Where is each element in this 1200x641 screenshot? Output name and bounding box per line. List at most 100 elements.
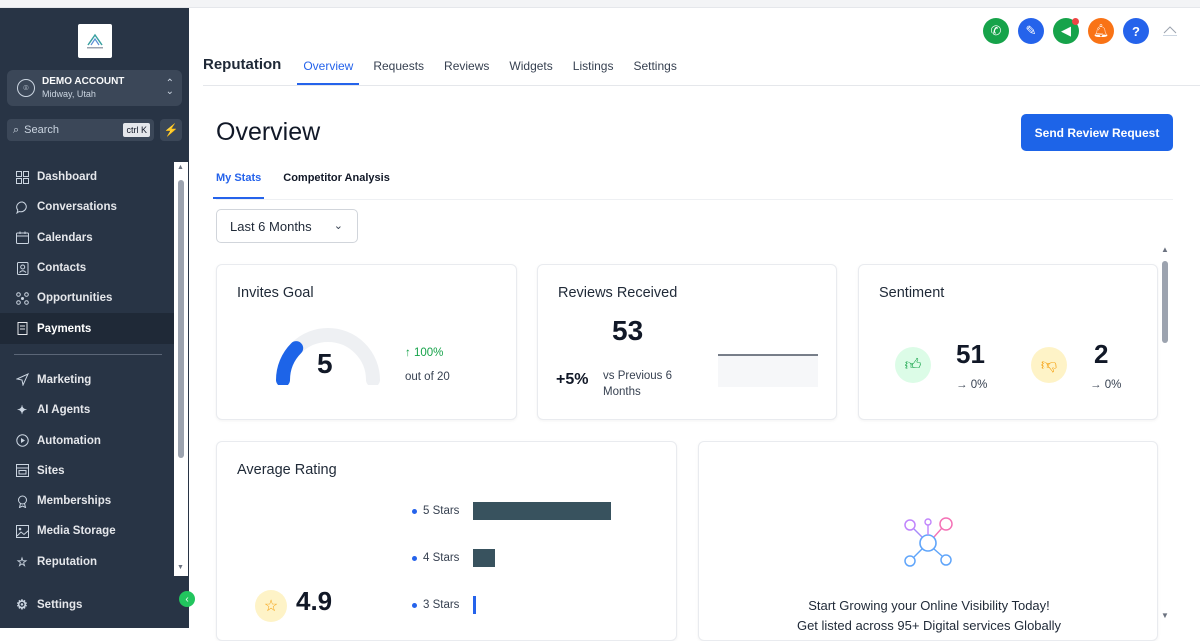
- sidebar-item-label: Calendars: [37, 231, 93, 244]
- main-scroll-thumb[interactable]: [1162, 261, 1168, 343]
- sidebar-item-settings[interactable]: ⚙ Settings: [0, 590, 174, 620]
- gear-icon: ⚙: [16, 597, 28, 612]
- invites-change: ↑ 100%: [405, 347, 444, 359]
- rating-bar: [473, 502, 611, 520]
- reviews-change: +5%: [556, 371, 589, 388]
- legend-dot: [412, 508, 417, 514]
- chevron-updown-icon: ⌃ ⌄: [165, 78, 174, 97]
- tab-my-stats[interactable]: My Stats: [213, 166, 265, 199]
- search-input[interactable]: ⌕ Search ctrl K: [7, 119, 154, 141]
- card-title: Invites Goal: [237, 285, 314, 301]
- sidebar-item-automation[interactable]: Automation: [0, 425, 174, 455]
- sidebar-item-reputation[interactable]: ☆ Reputation: [0, 547, 174, 577]
- magic-wand-icon: ✎: [1025, 23, 1037, 38]
- sidebar-item-sites[interactable]: Sites: [0, 456, 174, 486]
- main-scrollbar[interactable]: ▲ ▼: [1160, 243, 1170, 623]
- account-location: Midway, Utah: [42, 89, 96, 99]
- sidebar-item-contacts[interactable]: Contacts: [0, 253, 174, 283]
- send-icon: [14, 372, 30, 388]
- sidebar-scrollbar[interactable]: ▲ ▼: [174, 162, 188, 576]
- calendar-icon: [14, 230, 30, 246]
- award-icon: [14, 493, 30, 509]
- reviews-compare: vs Previous 6 Months: [603, 370, 673, 398]
- profile-avatar[interactable]: [1158, 18, 1182, 44]
- help-button[interactable]: ?: [1123, 18, 1149, 44]
- sidebar-item-calendars[interactable]: Calendars: [0, 223, 174, 253]
- sidebar-item-payments[interactable]: Payments: [0, 313, 174, 344]
- send-review-request-button[interactable]: Send Review Request: [1021, 114, 1173, 151]
- chevron-left-icon: ‹: [185, 593, 189, 605]
- rating-bar-label: 3 Stars: [412, 599, 459, 611]
- page-title: Overview: [216, 118, 321, 146]
- rating-bar-label: 4 Stars: [412, 552, 459, 564]
- scroll-up-icon: ▲: [177, 164, 184, 171]
- reputation-tabs: Reputation Overview Requests Reviews Wid…: [203, 48, 1200, 86]
- sidebar-item-label: Marketing: [37, 373, 92, 386]
- help-icon: ?: [1132, 23, 1140, 39]
- listings-promo-card: Start Growing your Online Visibility Tod…: [698, 441, 1158, 641]
- tab-reviews[interactable]: Reviews: [444, 59, 490, 73]
- sidebar-item-ai-agents[interactable]: ✦ AI Agents: [0, 395, 174, 425]
- company-logo[interactable]: [78, 24, 112, 58]
- account-name: DEMO ACCOUNT: [42, 76, 125, 87]
- sidebar-item-label: Reputation: [37, 555, 98, 568]
- sidebar-item-label: Sites: [37, 464, 65, 477]
- sidebar-item-media-storage[interactable]: Media Storage: [0, 516, 174, 546]
- sidebar: ⌾ DEMO ACCOUNT Midway, Utah ⌃ ⌄ ⌕ Search …: [0, 8, 189, 628]
- rating-bar: [473, 549, 495, 567]
- sidebar-item-marketing[interactable]: Marketing: [0, 365, 174, 395]
- quick-actions-button[interactable]: ⚡: [160, 119, 182, 141]
- negative-change: → 0%: [1090, 379, 1122, 391]
- rating-bar: [473, 596, 476, 614]
- sidebar-divider: [14, 353, 162, 355]
- invites-goal-card: Invites Goal 5 ↑ 100% out of 20: [216, 264, 517, 420]
- sidebar-item-label: Memberships: [37, 495, 112, 508]
- sidebar-item-label: AI Agents: [37, 404, 91, 417]
- contacts-icon: [14, 260, 30, 276]
- section-title: Reputation: [203, 56, 282, 73]
- tab-settings[interactable]: Settings: [633, 59, 677, 73]
- reviews-sparkline: [718, 354, 818, 387]
- rating-bar-label: 5 Stars: [412, 505, 459, 517]
- location-pin-icon: ⌾: [17, 79, 35, 97]
- tab-overview[interactable]: Overview: [297, 59, 360, 85]
- stats-subtabs: My Stats Competitor Analysis: [213, 166, 1173, 200]
- grid-icon: [14, 169, 30, 185]
- reviews-value: 53: [612, 315, 644, 346]
- sparkle-icon: ✦: [16, 403, 28, 418]
- automation-icon: [14, 433, 30, 449]
- sidebar-item-memberships[interactable]: Memberships: [0, 486, 174, 516]
- sidebar-item-label: Automation: [37, 434, 101, 447]
- notifications-button[interactable]: 🔔︎: [1088, 18, 1114, 44]
- legend-dot: [412, 602, 417, 608]
- sidebar-item-label: Media Storage: [37, 525, 116, 538]
- sidebar-item-dashboard[interactable]: Dashboard: [0, 162, 174, 192]
- invites-out-of: out of 20: [405, 371, 450, 383]
- account-switcher[interactable]: ⌾ DEMO ACCOUNT Midway, Utah ⌃ ⌄: [7, 70, 182, 106]
- tab-listings[interactable]: Listings: [572, 59, 614, 73]
- scroll-up-icon: ▲: [1161, 245, 1169, 254]
- tools-button[interactable]: ✎: [1018, 18, 1044, 44]
- thumbs-down-icon: 👎︎: [1031, 347, 1067, 383]
- tab-competitor-analysis[interactable]: Competitor Analysis: [283, 172, 390, 184]
- tab-widgets[interactable]: Widgets: [509, 59, 553, 73]
- date-range-value: Last 6 Months: [230, 218, 312, 234]
- collapse-sidebar-button[interactable]: ‹: [179, 591, 195, 607]
- bolt-icon: ⚡: [163, 123, 179, 137]
- card-title: Sentiment: [879, 285, 945, 301]
- rating-label-text: 3 Stars: [423, 599, 460, 611]
- phone-button[interactable]: ✆: [983, 18, 1009, 44]
- tab-requests[interactable]: Requests: [373, 59, 425, 73]
- average-rating-value: 4.9: [296, 586, 333, 616]
- announcements-button[interactable]: ◀: [1053, 18, 1079, 44]
- main-content: Overview Send Review Request My Stats Co…: [195, 88, 1173, 641]
- sidebar-item-conversations[interactable]: Conversations: [0, 192, 174, 222]
- date-range-select[interactable]: Last 6 Months ⌄: [216, 209, 358, 243]
- sidebar-item-opportunities[interactable]: Opportunities: [0, 283, 174, 313]
- average-rating-card: Average Rating ☆ 4.9 5 Stars 4 Stars 3 Sta…: [216, 441, 677, 641]
- sidebar-item-label: Payments: [37, 322, 92, 335]
- sidebar-scroll-thumb[interactable]: [178, 180, 184, 458]
- opportunities-icon: [14, 290, 30, 306]
- rating-label-text: 4 Stars: [423, 552, 460, 564]
- card-title: Average Rating: [237, 462, 337, 478]
